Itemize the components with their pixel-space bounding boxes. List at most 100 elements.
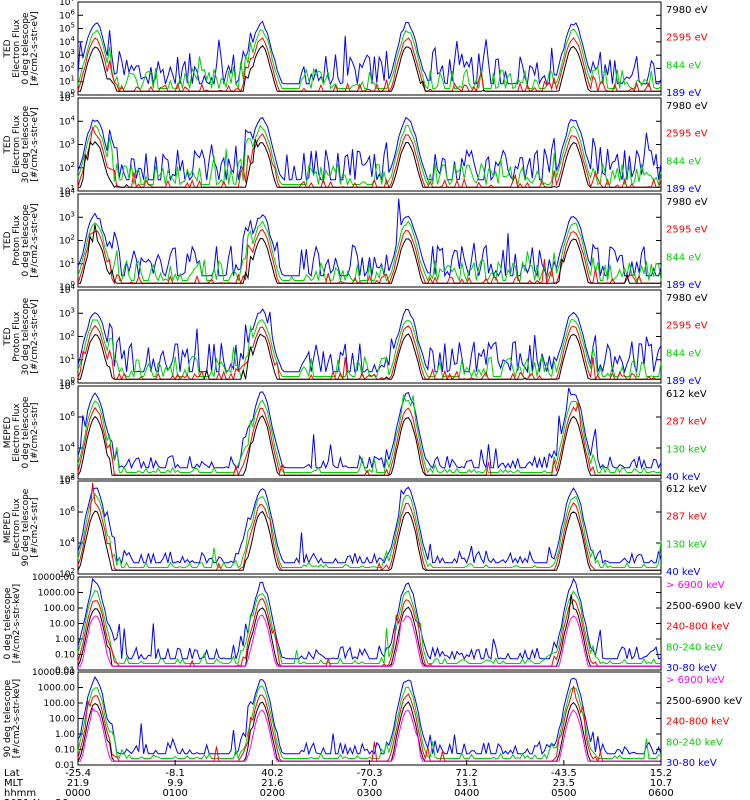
legend-entry: 189 eV (666, 280, 701, 291)
y-axis-label: Electron Flux (12, 19, 22, 78)
y-tick-label: 106 (59, 505, 75, 518)
legend-entry: 2595 eV (666, 33, 708, 44)
series-line (78, 45, 661, 92)
plot-frame (77, 1, 662, 96)
y-axis-label: 0 deg telescope (3, 587, 13, 659)
y-axis-label: [#/cm2-s-str-eV] (30, 203, 40, 278)
legend-entry: 40 keV (666, 472, 700, 483)
date-label: 2021 Nov 26 (4, 798, 68, 800)
legend-entry: 7980 eV (666, 293, 708, 304)
legend-entry: 130 keV (666, 444, 707, 455)
y-tick-label: 106 (59, 8, 75, 21)
plot-frame (77, 193, 662, 288)
legend-entry: 287 keV (666, 512, 707, 523)
series-line (77, 387, 662, 470)
x-tick-hhmm: 0300 (357, 788, 382, 799)
x-tick-mlt: 23.5 (553, 778, 575, 789)
series-line (77, 20, 662, 86)
x-tick-mlt: 13.1 (456, 778, 478, 789)
y-axis-label: [#/cm2-s-str-eV] (30, 107, 40, 182)
legend-entry: 189 eV (666, 376, 701, 387)
y-tick-label: 104 (59, 536, 75, 549)
y-axis-label: 0 deg telescope (21, 396, 31, 468)
y-tick-label: 102 (59, 330, 75, 343)
legend-entry: 80-240 keV (666, 737, 723, 748)
y-axis-label: 90 deg telescope (21, 488, 31, 566)
x-tick-hhmm: 0000 (65, 788, 90, 799)
y-tick-label: 103 (59, 48, 75, 61)
legend-entry: 7980 eV (666, 5, 708, 16)
series-line (77, 415, 661, 476)
series-line (77, 198, 662, 278)
y-axis-label: 90 deg telescope (3, 679, 13, 757)
series-line (77, 116, 662, 182)
legend-entry: 612 keV (666, 484, 707, 495)
x-tick-hhmm: 0400 (454, 788, 479, 799)
y-axis-label: Electron Flux (12, 498, 22, 557)
y-tick-label: 102 (59, 234, 75, 247)
y-tick-label: 1.00 (55, 635, 75, 645)
legend-entry: 7980 eV (666, 101, 708, 112)
legend-entry: 240-800 keV (666, 622, 730, 633)
y-axis-label: Electron Flux (12, 115, 22, 174)
y-tick-label: 102 (59, 61, 75, 74)
y-axis-label: 30 deg telescope (21, 297, 31, 375)
y-tick-label: 0.10 (55, 746, 75, 756)
series-line (77, 139, 661, 189)
y-axis-label: TED (3, 327, 13, 346)
x-axis-row-label: hhmm (4, 788, 36, 799)
legend-entry: 189 eV (666, 184, 701, 195)
series-line (77, 577, 662, 661)
y-tick-label: 10000.00 (32, 668, 75, 678)
y-tick-label: 102 (59, 161, 75, 174)
y-tick-label: 10.00 (49, 715, 75, 725)
plot-frame (77, 385, 662, 480)
y-tick-label: 104 (59, 114, 75, 127)
series-line (77, 510, 661, 571)
x-tick-hhmm: 0500 (551, 788, 576, 799)
legend-entry: 40 keV (666, 567, 700, 578)
y-tick-label: 106 (59, 410, 75, 423)
series-line (78, 333, 661, 380)
y-axis-label: [#/cm2-s-str] (30, 402, 40, 462)
y-axis-label: 0 deg telescope (21, 12, 31, 84)
y-axis-label: [#/cm2-s-str-keV] (12, 584, 22, 663)
y-tick-label: 101 (59, 257, 75, 270)
y-tick-label: 0.10 (55, 651, 75, 661)
x-tick-mlt: 10.7 (650, 778, 672, 789)
legend-entry: 2595 eV (666, 129, 708, 140)
y-axis-label: MEPED (3, 512, 13, 544)
y-axis-label: TED (3, 39, 13, 58)
series-line (77, 124, 662, 187)
series-line (77, 482, 661, 572)
series-line (77, 675, 662, 756)
x-axis-row-label: MLT (4, 778, 24, 789)
y-axis-label: TED (3, 231, 13, 250)
legend-entry: 130 keV (666, 539, 707, 550)
y-tick-label: 101 (59, 353, 75, 366)
y-axis-label: MEPED (3, 417, 13, 449)
legend-entry: > 6900 keV (666, 675, 725, 686)
y-tick-label: 1.00 (55, 730, 75, 740)
x-tick-hhmm: 0200 (260, 788, 285, 799)
y-tick-label: 0.01 (55, 761, 75, 771)
series-line (77, 28, 662, 91)
legend-entry: 30-80 keV (666, 663, 717, 674)
y-axis-label: Proton Flux (12, 215, 22, 266)
x-tick-lat: -70.3 (357, 768, 383, 779)
x-tick-mlt: 7.0 (362, 778, 378, 789)
x-tick-mlt: 21.6 (261, 778, 283, 789)
legend-entry: 2595 eV (666, 321, 708, 332)
y-axis-label: [#/cm2-s-str-keV] (12, 679, 22, 758)
series-line (77, 589, 661, 665)
legend-entry: > 6900 keV (666, 580, 725, 591)
series-line (77, 685, 662, 761)
legend-entry: 2500-6900 keV (666, 696, 742, 707)
y-tick-label: 1000.00 (38, 589, 75, 599)
y-axis-label: [#/cm2-s-str] (30, 497, 40, 557)
